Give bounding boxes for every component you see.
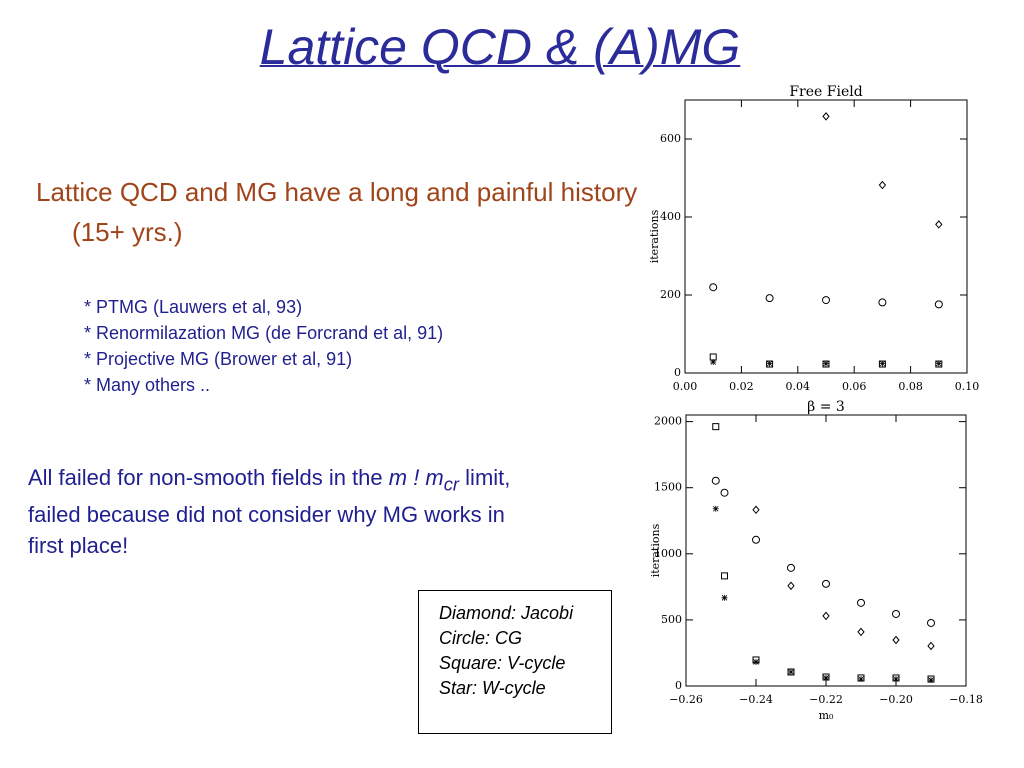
y-tick-label: 200: [660, 288, 681, 301]
y-tick-label: 400: [660, 210, 681, 223]
sub-bullet: * PTMG (Lauwers et al, 93): [84, 297, 303, 317]
marker-circle: [822, 296, 830, 305]
marker-diamond: [892, 635, 900, 645]
marker-diamond: [878, 180, 887, 190]
marker-star: [928, 677, 934, 684]
sub-bullet: * Renormilazation MG (de Forcrand et al,…: [84, 323, 444, 343]
y-tick-label: 0: [675, 679, 682, 692]
marker-diamond: [935, 220, 943, 229]
marker-star: [935, 360, 942, 367]
marker-star: [858, 675, 864, 682]
chart-title: Free Field: [789, 84, 862, 100]
bullet: Lattice QCD and MG have a long and painf…: [36, 177, 638, 247]
marker-star: [893, 675, 899, 682]
plot-frame: [685, 414, 967, 687]
legend: Diamond: Jacobi Circle: CG Square: V-cyc…: [418, 590, 612, 734]
x-tick-label: −0.20: [879, 693, 913, 706]
marker-star: [753, 658, 759, 665]
slide-title: Lattice QCD & (A)MG: [259, 19, 741, 75]
legend-entry: Circle: CG: [439, 628, 523, 648]
x-tick-label: 0.00: [673, 380, 698, 393]
marker-diamond: [857, 627, 865, 637]
x-tick-label: 0.02: [729, 380, 754, 393]
x-tick-label: −0.22: [809, 693, 843, 706]
marker-square: [712, 423, 720, 431]
x-tick-label: −0.24: [739, 693, 773, 706]
y-axis-label: iterations: [649, 523, 662, 577]
marker-star: [766, 360, 773, 367]
marker-circle: [765, 294, 774, 303]
y-tick-label: 1000: [654, 547, 682, 560]
y-tick-label: 600: [660, 132, 681, 145]
marker-diamond: [822, 112, 830, 121]
marker-star: [710, 359, 717, 366]
x-tick-label: 0.04: [786, 380, 811, 393]
marker-circle: [857, 598, 865, 607]
marker-star: [823, 674, 829, 681]
x-tick-label: −0.18: [949, 693, 983, 706]
x-tick-label: 0.06: [842, 380, 867, 393]
marker-diamond: [787, 581, 795, 591]
marker-circle: [720, 488, 729, 497]
marker-star: [721, 594, 728, 601]
marker-diamond: [752, 505, 760, 515]
plot-frame: [684, 99, 968, 374]
sub-bullet: * Many others ..: [84, 375, 211, 395]
y-tick-label: 0: [674, 366, 681, 379]
marker-circle: [878, 298, 887, 307]
note-text: limit, failed because did not consider w…: [28, 465, 511, 559]
marker-star: [823, 360, 829, 367]
x-tick-label: −0.26: [669, 693, 703, 706]
note-italic: m ! m: [388, 465, 444, 490]
y-axis-label: iterations: [648, 209, 661, 263]
note-text: All failed for non-smooth fields in the: [28, 465, 383, 490]
legend-entry: Square: V-cycle: [439, 653, 566, 673]
x-tick-label: 0.10: [955, 380, 980, 393]
marker-circle: [787, 563, 795, 572]
marker-circle: [711, 476, 720, 485]
marker-circle: [892, 609, 900, 618]
y-tick-label: 1500: [654, 481, 682, 494]
sub-bullet: * Projective MG (Brower et al, 91): [84, 349, 353, 369]
marker-star: [788, 668, 794, 675]
y-tick-label: 500: [661, 613, 682, 626]
chart-title: β = 3: [807, 399, 845, 415]
legend-entry: Diamond: Jacobi: [439, 603, 574, 623]
marker-circle: [934, 300, 943, 309]
marker-square: [721, 572, 728, 580]
x-axis-label: m₀: [819, 709, 834, 722]
sub-bullets: * PTMG (Lauwers et al, 93) * Renormilaza…: [84, 294, 443, 398]
marker-diamond: [822, 611, 830, 621]
marker-circle: [709, 283, 718, 292]
marker-circle: [752, 535, 760, 544]
marker-circle: [927, 618, 935, 627]
note-subscript: cr: [443, 473, 460, 495]
y-tick-label: 2000: [654, 415, 682, 428]
marker-star: [712, 505, 719, 512]
marker-circle: [822, 579, 830, 588]
note: All failed for non-smooth fields in the …: [28, 462, 528, 561]
x-tick-label: 0.08: [898, 380, 923, 393]
legend-entry: Star: W-cycle: [439, 678, 546, 698]
marker-star: [879, 360, 886, 367]
marker-diamond: [927, 641, 935, 651]
